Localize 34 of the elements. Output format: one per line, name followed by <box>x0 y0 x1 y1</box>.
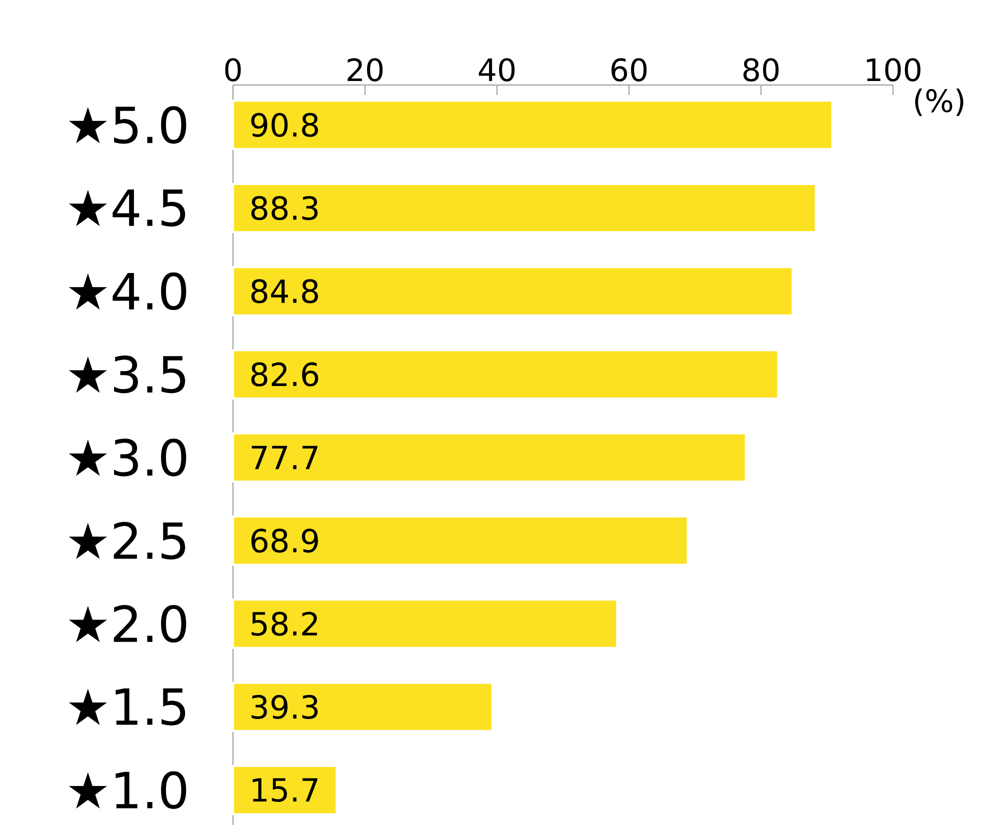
x-tick-label: 100 <box>866 58 920 82</box>
data-label: 39.3 <box>252 694 318 719</box>
y-tick-label: ★3.5 <box>68 356 186 394</box>
data-label: 15.7 <box>252 778 318 802</box>
bar <box>232 598 618 649</box>
x-tick-label: 20 <box>348 58 383 82</box>
bar <box>232 100 834 150</box>
y-tick-label: ★4.0 <box>68 272 186 310</box>
data-label: 82.6 <box>251 362 318 386</box>
bar <box>232 764 338 816</box>
bar <box>232 182 817 234</box>
x-tick-label: 80 <box>743 58 779 82</box>
data-label: 58.2 <box>252 612 317 636</box>
bar <box>232 516 689 566</box>
x-axis-title: (%) <box>915 88 964 116</box>
x-tick-label: 60 <box>612 58 647 82</box>
data-label: 90.8 <box>251 112 318 137</box>
bar <box>232 266 794 316</box>
y-tick-label: ★5.0 <box>68 106 186 144</box>
bar <box>232 682 494 732</box>
data-label: 68.9 <box>251 528 318 553</box>
y-tick-label: ★2.0 <box>68 604 186 643</box>
x-tick-label: 40 <box>478 58 515 82</box>
data-label: 84.8 <box>251 279 318 304</box>
x-tick-label: 0 <box>225 58 241 82</box>
y-tick-label: ★4.5 <box>68 190 186 227</box>
data-label: 77.7 <box>252 446 318 470</box>
bar <box>232 432 747 483</box>
data-label: 88.3 <box>251 196 318 220</box>
y-tick-label: ★2.5 <box>68 522 186 560</box>
y-tick-label: ★1.5 <box>68 688 186 726</box>
y-tick-label: ★1.0 <box>68 771 186 809</box>
y-tick-label: ★3.0 <box>68 438 186 476</box>
bar <box>232 349 780 400</box>
